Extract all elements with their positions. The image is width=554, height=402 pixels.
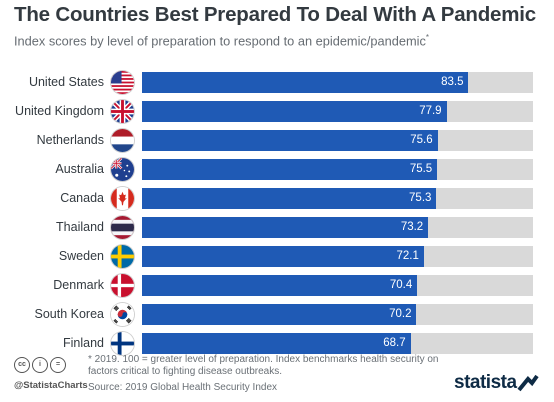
subtitle-footnote-marker: *	[425, 33, 429, 42]
bar: 83.5	[142, 72, 469, 93]
bar-track: 77.9	[142, 101, 533, 122]
canada-flag-icon	[111, 187, 134, 210]
australia-flag-icon	[111, 158, 134, 181]
sweden-flag-icon	[111, 245, 134, 268]
bar: 68.7	[142, 333, 411, 354]
bar-track: 83.5	[142, 72, 533, 93]
thailand-flag-icon	[111, 216, 134, 239]
value-label: 68.7	[383, 337, 406, 349]
bar-row: Australia 75.5	[0, 158, 554, 181]
source-note: Source: 2019 Global Health Security Inde…	[88, 382, 277, 393]
value-label: 75.3	[409, 192, 432, 204]
bar-track: 75.3	[142, 188, 533, 209]
chart-title: The Countries Best Prepared To Deal With…	[14, 3, 536, 26]
category-label: United States	[28, 75, 104, 89]
bar-track: 75.5	[142, 159, 533, 180]
statista-logo: statista	[454, 372, 517, 393]
bar-track: 70.2	[142, 304, 533, 325]
bar-row: Denmark 70.4	[0, 274, 554, 297]
netherlands-flag-icon	[111, 129, 134, 152]
bar-row: South Korea 70.2	[0, 303, 554, 326]
footnote: * 2019. 100 = greater level of preparati…	[88, 354, 439, 377]
bar: 70.4	[142, 275, 418, 296]
us-flag-icon	[111, 71, 134, 94]
bar-row: United States 83.5	[0, 71, 554, 94]
denmark-flag-icon	[111, 274, 134, 297]
bar-row: United Kingdom 77.9	[0, 100, 554, 123]
bar: 75.6	[142, 130, 438, 151]
bar: 75.5	[142, 159, 438, 180]
bar-track: 72.1	[142, 246, 533, 267]
cc-icon: cc	[14, 357, 30, 373]
bar: 73.2	[142, 217, 429, 238]
bar: 77.9	[142, 101, 447, 122]
bar-track: 75.6	[142, 130, 533, 151]
category-label: Denmark	[53, 278, 104, 292]
value-label: 77.9	[419, 105, 442, 117]
category-label: Finland	[63, 336, 104, 350]
south-korea-flag-icon	[111, 303, 134, 326]
bar: 70.2	[142, 304, 417, 325]
bar-chart: United States 83.5 United Kingdom 77.9 Nethe…	[0, 58, 554, 355]
value-label: 75.6	[410, 134, 433, 146]
category-label: Netherlands	[36, 133, 104, 147]
category-label: Australia	[55, 162, 104, 176]
value-label: 72.1	[396, 250, 419, 262]
value-label: 73.2	[400, 221, 424, 233]
bar-track: 70.4	[142, 275, 533, 296]
bar-row: Netherlands 75.6	[0, 129, 554, 152]
finland-flag-icon	[111, 332, 134, 355]
value-label: 70.2	[389, 308, 412, 320]
bar-row: Thailand 73.2	[0, 216, 554, 239]
category-label: Canada	[60, 191, 104, 205]
value-label: 75.5	[409, 163, 433, 175]
bar: 75.3	[142, 188, 437, 209]
statista-logo-icon	[517, 374, 539, 392]
value-label: 70.4	[389, 279, 413, 291]
value-label: 83.5	[441, 76, 464, 88]
bar-row: Finland 68.7	[0, 332, 554, 355]
category-label: Thailand	[56, 220, 104, 234]
license-icons: cc i =	[14, 357, 66, 373]
chart-subtitle: Index scores by level of preparation to …	[14, 33, 429, 48]
no-derivatives-icon: =	[50, 357, 66, 373]
category-label: South Korea	[34, 307, 105, 321]
statista-handle: @StatistaCharts	[14, 380, 88, 391]
bar-track: 73.2	[142, 217, 533, 238]
bar-row: Sweden 72.1	[0, 245, 554, 268]
subtitle-text: Index scores by level of preparation to …	[14, 33, 426, 49]
category-label: Sweden	[58, 249, 104, 263]
bar-track: 68.7	[142, 333, 533, 354]
bar: 72.1	[142, 246, 424, 267]
bar-row: Canada 75.3	[0, 187, 554, 210]
uk-flag-icon	[111, 100, 134, 123]
attribution-icon: i	[32, 357, 48, 373]
category-label: United Kingdom	[15, 104, 104, 118]
